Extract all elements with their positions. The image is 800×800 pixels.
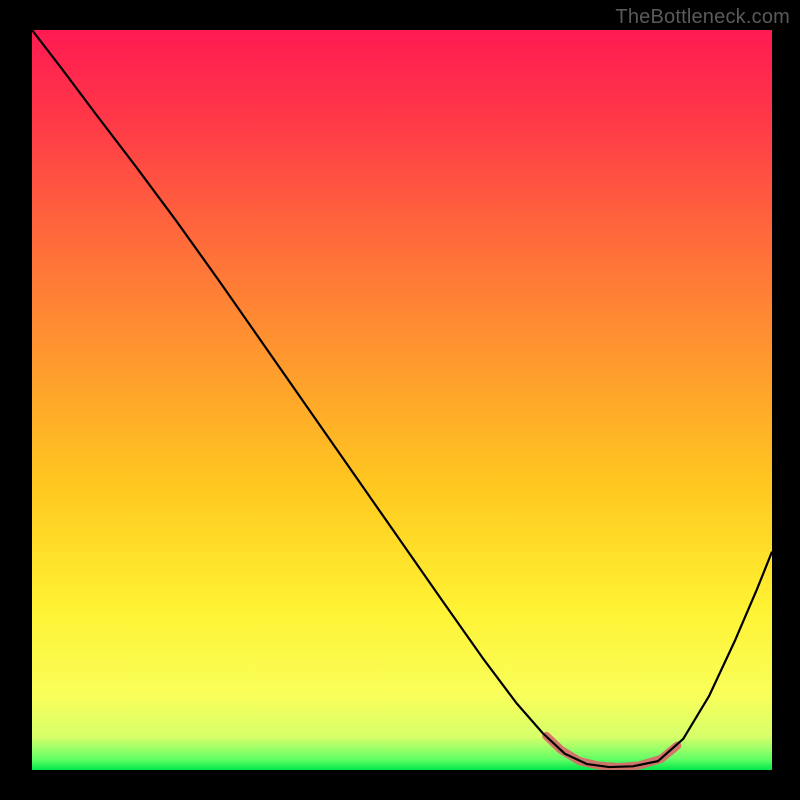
- plot-area: [32, 30, 772, 770]
- chart-container: TheBottleneck.com: [0, 0, 800, 800]
- watermark-text: TheBottleneck.com: [615, 6, 790, 29]
- bottleneck-curve: [32, 30, 772, 767]
- highlight-segment: [546, 736, 677, 767]
- curve-layer: [32, 30, 772, 770]
